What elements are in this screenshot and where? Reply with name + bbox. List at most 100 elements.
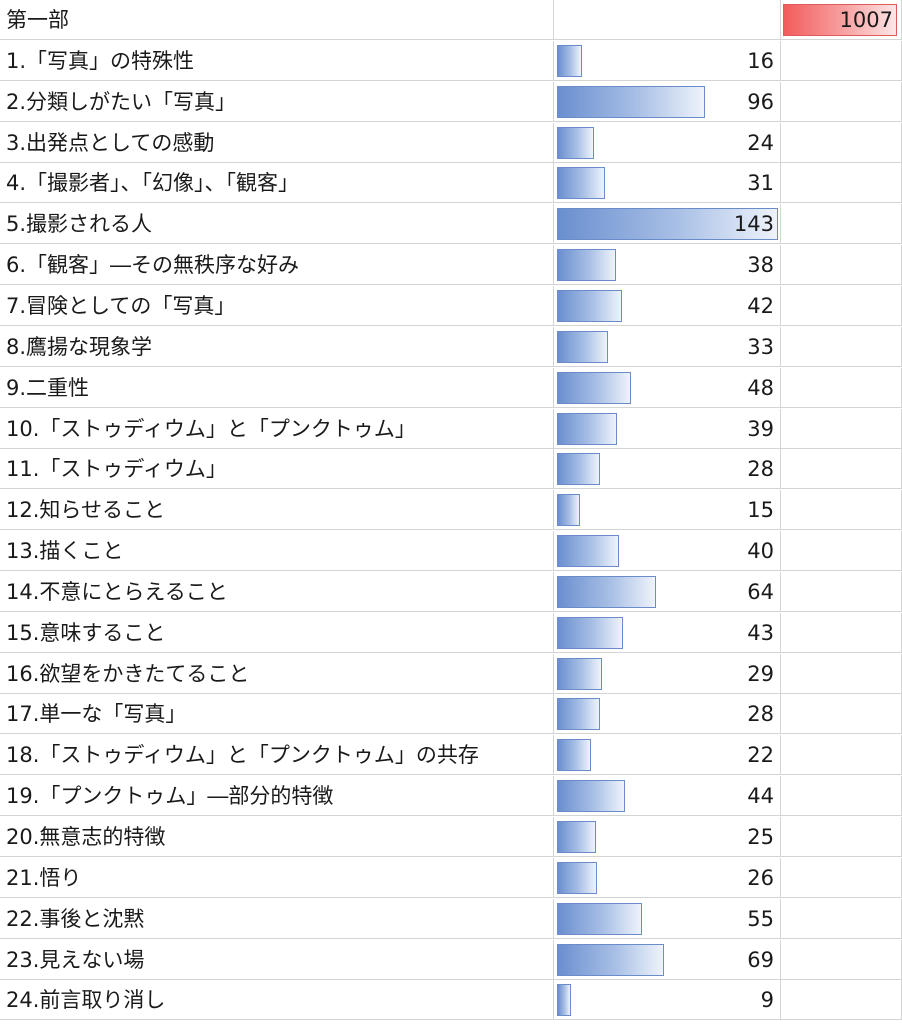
data-label: 43	[747, 621, 774, 645]
data-label: 64	[747, 580, 774, 604]
data-label: 26	[747, 866, 774, 890]
category-cell: 10.「ストゥディウム」と「プンクトゥム」	[0, 409, 554, 449]
empty-cell	[781, 163, 902, 203]
data-label: 9	[760, 988, 774, 1012]
category-label: 22.事後と沈黙	[6, 907, 145, 931]
data-label: 28	[747, 457, 774, 481]
category-label: 19.「プンクトゥム」―部分的特徴	[6, 784, 334, 808]
table-row: 14.不意にとらえること 64	[0, 572, 902, 613]
data-bar	[557, 984, 571, 1016]
table-row: 13.描くこと 40	[0, 531, 902, 572]
category-label: 6.「観客」―その無秩序な好み	[6, 253, 300, 277]
header-row: 第一部 1007	[0, 0, 902, 41]
empty-cell	[781, 123, 902, 163]
bar-cell: 42	[554, 286, 781, 326]
table-row: 17.単一な「写真」 28	[0, 694, 902, 735]
data-label: 42	[747, 294, 774, 318]
data-bar	[557, 821, 596, 853]
data-bar	[557, 331, 608, 363]
category-label: 21.悟り	[6, 866, 82, 890]
data-label: 143	[733, 212, 774, 236]
category-label: 17.単一な「写真」	[6, 702, 187, 726]
data-bar	[557, 290, 622, 322]
table-row: 1.「写真」の特殊性 16	[0, 41, 902, 82]
data-bar	[557, 739, 591, 771]
data-bar	[557, 413, 617, 445]
bar-cell: 22	[554, 735, 781, 775]
data-label: 69	[747, 948, 774, 972]
empty-cell	[781, 327, 902, 367]
category-cell: 20.無意志的特徴	[0, 817, 554, 857]
bar-cell: 33	[554, 327, 781, 367]
bar-cell: 25	[554, 817, 781, 857]
header-label-cell: 第一部	[0, 0, 554, 40]
bar-cell: 38	[554, 245, 781, 285]
category-label: 13.描くこと	[6, 539, 124, 563]
empty-cell	[781, 490, 902, 530]
table-row: 16.欲望をかきたてること 29	[0, 654, 902, 695]
table-row: 8.鷹揚な現象学 33	[0, 327, 902, 368]
empty-cell	[781, 654, 902, 694]
total-value: 1007	[839, 8, 893, 32]
table-row: 5.撮影される人 143	[0, 204, 902, 245]
empty-cell	[781, 572, 902, 612]
data-label: 55	[747, 907, 774, 931]
header-label: 第一部	[6, 8, 69, 32]
category-label: 11.「ストゥディウム」	[6, 457, 227, 481]
table-row: 10.「ストゥディウム」と「プンクトゥム」 39	[0, 409, 902, 450]
empty-cell	[781, 694, 902, 734]
bar-cell: 28	[554, 449, 781, 489]
data-label: 38	[747, 253, 774, 277]
category-label: 4.「撮影者」、「幻像」、「観客」	[6, 171, 300, 195]
empty-cell	[781, 41, 902, 81]
category-label: 23.見えない場	[6, 948, 145, 972]
category-label: 9.二重性	[6, 376, 90, 400]
category-cell: 3.出発点としての感動	[0, 123, 554, 163]
empty-cell	[781, 817, 902, 857]
bar-cell: 64	[554, 572, 781, 612]
category-cell: 24.前言取り消し	[0, 980, 554, 1020]
data-label: 28	[747, 702, 774, 726]
data-label: 24	[747, 131, 774, 155]
category-cell: 1.「写真」の特殊性	[0, 41, 554, 81]
category-cell: 2.分類しがたい「写真」	[0, 82, 554, 122]
data-bar	[557, 780, 625, 812]
data-label: 40	[747, 539, 774, 563]
bar-cell: 39	[554, 409, 781, 449]
table-row: 11.「ストゥディウム」 28	[0, 449, 902, 490]
category-label: 5.撮影される人	[6, 212, 153, 236]
bar-cell: 24	[554, 123, 781, 163]
category-cell: 15.意味すること	[0, 613, 554, 653]
data-bar	[557, 86, 705, 118]
data-bar	[557, 535, 619, 567]
bar-cell: 96	[554, 82, 781, 122]
bar-cell: 15	[554, 490, 781, 530]
bar-cell: 143	[554, 204, 781, 244]
empty-cell	[781, 776, 902, 816]
data-label: 39	[747, 417, 774, 441]
data-bar	[557, 453, 600, 485]
category-label: 14.不意にとらえること	[6, 580, 228, 604]
category-label: 16.欲望をかきたてること	[6, 662, 250, 686]
data-label: 96	[747, 90, 774, 114]
category-cell: 18.「ストゥディウム」と「プンクトゥム」の共存	[0, 735, 554, 775]
empty-cell	[781, 735, 902, 775]
category-label: 24.前言取り消し	[6, 988, 166, 1012]
table-row: 9.二重性 48	[0, 368, 902, 409]
data-label: 15	[747, 498, 774, 522]
category-label: 8.鷹揚な現象学	[6, 335, 153, 359]
category-cell: 22.事後と沈黙	[0, 899, 554, 939]
bar-cell: 48	[554, 368, 781, 408]
category-label: 1.「写真」の特殊性	[6, 49, 195, 73]
data-bar	[557, 944, 664, 976]
category-cell: 6.「観客」―その無秩序な好み	[0, 245, 554, 285]
category-cell: 17.単一な「写真」	[0, 694, 554, 734]
data-bar	[557, 698, 600, 730]
category-label: 10.「ストゥディウム」と「プンクトゥム」	[6, 417, 416, 441]
table-row: 22.事後と沈黙 55	[0, 899, 902, 940]
bar-cell: 9	[554, 980, 781, 1020]
bar-cell: 43	[554, 613, 781, 653]
table-row: 19.「プンクトゥム」―部分的特徴 44	[0, 776, 902, 817]
data-label: 22	[747, 743, 774, 767]
data-label: 44	[747, 784, 774, 808]
